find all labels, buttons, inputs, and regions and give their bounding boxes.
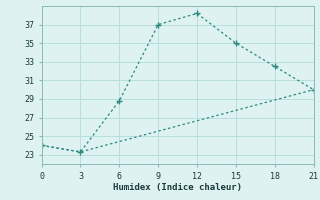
X-axis label: Humidex (Indice chaleur): Humidex (Indice chaleur) <box>113 183 242 192</box>
